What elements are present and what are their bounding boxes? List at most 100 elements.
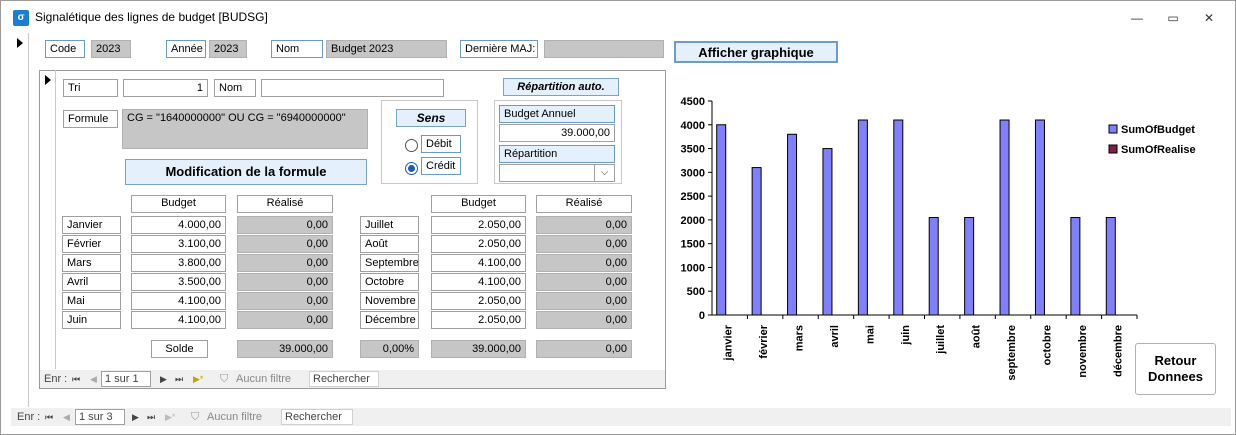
month-realise-field[interactable]: 0,00 (536, 311, 632, 329)
legend-label: SumOfRealise (1121, 144, 1196, 156)
month-label: Janvier (62, 216, 121, 234)
month-realise-field[interactable]: 0,00 (536, 273, 632, 291)
month-budget-field[interactable]: 2.050,00 (431, 216, 526, 234)
subform-record-selector[interactable] (39, 70, 56, 369)
month-realise-field[interactable]: 0,00 (536, 216, 632, 234)
tri-field[interactable]: 1 (123, 79, 208, 97)
main-previous-record-icon[interactable]: ◀ (63, 412, 70, 422)
retour-donnees-button[interactable]: Retour Donnees (1135, 343, 1216, 395)
month-budget-field[interactable]: 3.800,00 (131, 254, 226, 272)
minimize-icon[interactable]: — (1131, 11, 1143, 25)
solde-budget-field[interactable]: 39.000,00 (431, 340, 526, 358)
close-icon[interactable]: ✕ (1203, 11, 1215, 25)
main-first-record-icon[interactable]: ⏮ (45, 412, 54, 422)
month-realise-field[interactable]: 0,00 (536, 292, 632, 310)
last-record-icon[interactable]: ⏭ (175, 374, 184, 384)
nom-field[interactable]: Budget 2023 (326, 40, 447, 58)
credit-label: Crédit (421, 157, 461, 175)
code-label: Code (45, 40, 85, 58)
month-budget-field[interactable]: 3.500,00 (131, 273, 226, 291)
mainnav-search-field[interactable]: Rechercher (281, 409, 353, 425)
month-label: Août (360, 235, 419, 253)
month-label: Février (62, 235, 121, 253)
legend-swatch (1108, 124, 1118, 134)
record-selector[interactable] (11, 33, 29, 407)
debit-radio[interactable] (405, 139, 418, 152)
y-tick-label: 2500 (681, 191, 705, 203)
repartition-auto-button[interactable]: Répartition auto. (503, 78, 619, 96)
subnav-position-field[interactable]: 1 sur 1 (101, 371, 151, 387)
y-tick-label: 3500 (681, 144, 705, 156)
first-record-icon[interactable]: ⏮ (72, 374, 81, 384)
month-budget-field[interactable]: 4.100,00 (431, 254, 526, 272)
solde-realise2-field[interactable]: 0,00 (536, 340, 632, 358)
previous-record-icon[interactable]: ◀ (90, 374, 97, 384)
y-tick-label: 500 (687, 286, 705, 298)
filter-icon[interactable]: ⛉ (220, 373, 229, 385)
legend-label: SumOfBudget (1121, 124, 1195, 136)
bar-sumofbudget (964, 217, 975, 316)
month-budget-field[interactable]: 2.050,00 (431, 292, 526, 310)
month-budget-field[interactable]: 4.000,00 (131, 216, 226, 234)
month-realise-field[interactable]: 0,00 (536, 254, 632, 272)
derniere-maj-field[interactable] (544, 40, 664, 58)
subnav-search-field[interactable]: Rechercher (309, 371, 379, 387)
main-filter-icon[interactable]: ⛉ (191, 411, 200, 423)
mainnav-filter-label[interactable]: Aucun filtre (207, 411, 263, 423)
budget-annuel-field[interactable]: 39.000,00 (499, 124, 615, 142)
bar-sumofbudget (787, 133, 798, 316)
solde-pct-field[interactable]: 0,00% (360, 340, 419, 358)
month-budget-field[interactable]: 3.100,00 (131, 235, 226, 253)
y-tick-label: 2000 (681, 215, 705, 227)
month-label: Avril (62, 273, 121, 291)
month-realise-field[interactable]: 0,00 (237, 235, 333, 253)
modification-formule-button[interactable]: Modification de la formule (125, 159, 367, 185)
sub-nom-field[interactable] (261, 79, 444, 97)
main-last-record-icon[interactable]: ⏭ (147, 412, 156, 422)
credit-radio[interactable] (405, 162, 418, 175)
mainnav-position-field[interactable]: 1 sur 3 (75, 409, 125, 425)
nom-label: Nom (271, 40, 323, 58)
month-label: Octobre (360, 273, 419, 291)
y-tick-label: 4000 (681, 120, 705, 132)
code-field[interactable]: 2023 (91, 40, 131, 58)
x-tick-label: janvier (723, 324, 735, 361)
main-next-record-icon[interactable]: ▶ (132, 412, 139, 422)
month-budget-field[interactable]: 4.100,00 (431, 273, 526, 291)
afficher-graphique-button[interactable]: Afficher graphique (674, 41, 838, 63)
budget-header-right: Budget (431, 195, 526, 213)
month-budget-field[interactable]: 2.050,00 (431, 311, 526, 329)
debit-label: Débit (421, 135, 461, 153)
month-realise-field[interactable]: 0,00 (237, 292, 333, 310)
month-budget-field[interactable]: 2.050,00 (431, 235, 526, 253)
repartition-combo[interactable] (499, 164, 615, 182)
subnav-filter-label[interactable]: Aucun filtre (236, 373, 292, 385)
main-new-record-icon[interactable]: ▶* (165, 412, 176, 422)
restore-icon[interactable]: ▭ (1167, 11, 1179, 25)
next-record-icon[interactable]: ▶ (160, 374, 167, 384)
month-budget-field[interactable]: 4.100,00 (131, 292, 226, 310)
retour-line1: Retour (1154, 353, 1197, 368)
bar-sumofbudget (857, 119, 868, 316)
bar-sumofbudget (893, 119, 904, 316)
x-tick-label: novembre (1077, 325, 1089, 378)
month-realise-field[interactable]: 0,00 (237, 273, 333, 291)
month-label: Juin (62, 311, 121, 329)
month-realise-field[interactable]: 0,00 (237, 216, 333, 234)
bar-sumofbudget (1070, 217, 1081, 316)
formule-field[interactable]: CG = "1640000000" OU CG = "6940000000" (122, 109, 368, 149)
month-realise-field[interactable]: 0,00 (536, 235, 632, 253)
budget-annuel-label: Budget Annuel (499, 105, 615, 123)
month-budget-field[interactable]: 4.100,00 (131, 311, 226, 329)
month-realise-field[interactable]: 0,00 (237, 254, 333, 272)
month-label: Décembre (360, 311, 419, 329)
solde-realise-field[interactable]: 39.000,00 (237, 340, 333, 358)
annee-field[interactable]: 2023 (209, 40, 247, 58)
chevron-down-icon[interactable]: ⌵ (594, 165, 614, 181)
y-tick-label: 1000 (681, 262, 705, 274)
month-realise-field[interactable]: 0,00 (237, 311, 333, 329)
y-tick-label: 1500 (681, 239, 705, 251)
new-record-icon[interactable]: ▶* (193, 374, 204, 384)
bar-sumofbudget (1105, 217, 1116, 316)
x-tick-label: juin (900, 325, 912, 346)
